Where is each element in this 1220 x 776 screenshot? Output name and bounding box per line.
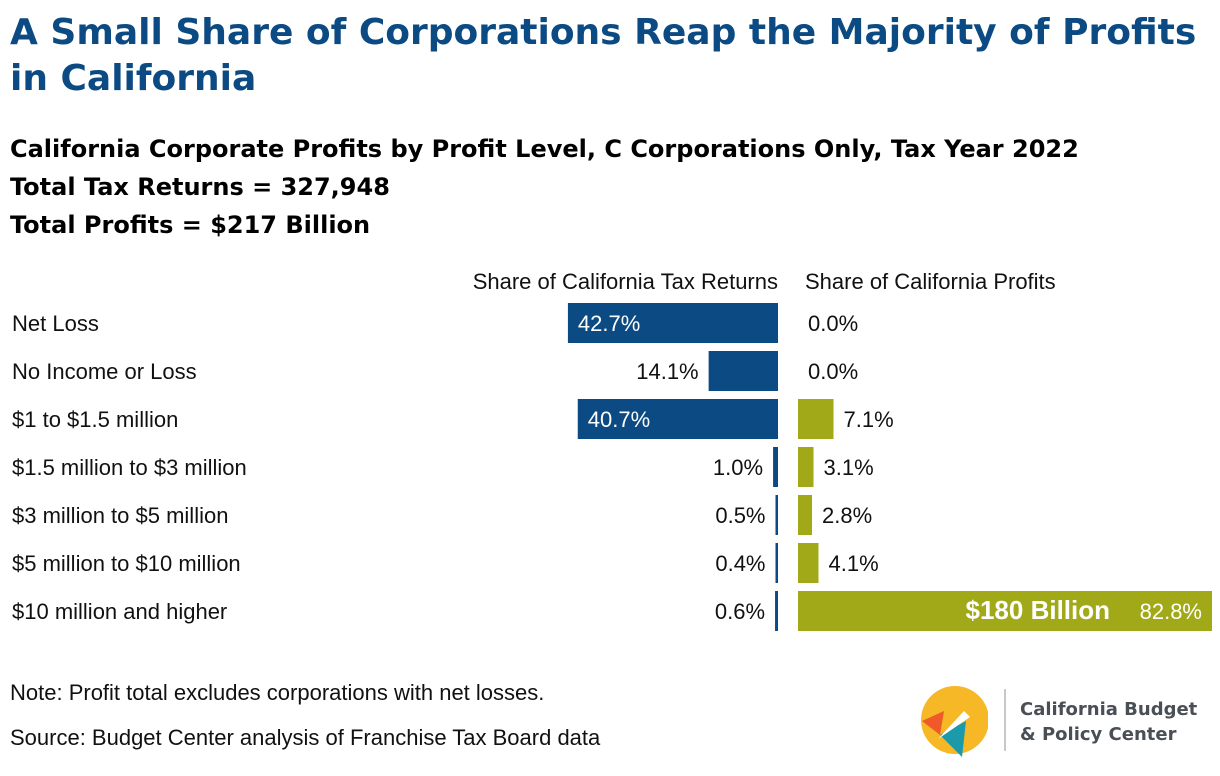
returns-value-label: 0.5% <box>715 503 765 528</box>
logo-mark-icon <box>921 686 988 757</box>
profits-annotation: $180 Billion <box>966 595 1111 625</box>
logo-divider <box>1004 689 1006 751</box>
returns-value-label: 0.6% <box>715 599 765 624</box>
profits-value-label: 0.0% <box>808 311 858 336</box>
chart-title: A Small Share of Corporations Reap the M… <box>10 12 1197 99</box>
profits-value-label: 0.0% <box>808 359 858 384</box>
profits-value-label: 2.8% <box>822 503 872 528</box>
category-label: $10 million and higher <box>12 599 227 624</box>
profits-bar <box>798 447 814 487</box>
returns-value-label: 40.7% <box>588 407 650 432</box>
returns-value-label: 0.4% <box>715 551 765 576</box>
profits-bar <box>798 591 1212 631</box>
profits-bar <box>798 399 834 439</box>
chart-note: Note: Profit total excludes corporations… <box>10 680 545 705</box>
logo-line-1: California Budget <box>1020 699 1198 720</box>
logo-text: California Budget & Policy Center <box>1020 697 1197 747</box>
returns-value-label: 1.0% <box>713 455 763 480</box>
total-profits: Total Profits = $217 Billion <box>10 211 371 239</box>
category-label: $1 to $1.5 million <box>12 407 178 432</box>
profits-value-label: 3.1% <box>824 455 874 480</box>
profits-column-header: Share of California Profits <box>805 269 1056 294</box>
chart-source: Source: Budget Center analysis of Franch… <box>10 725 601 750</box>
returns-bar <box>775 495 778 535</box>
category-label: $3 million to $5 million <box>12 503 228 528</box>
category-label: $5 million to $10 million <box>12 551 241 576</box>
returns-bar <box>708 351 778 391</box>
budget-center-logo: California Budget & Policy Center <box>918 683 1218 763</box>
category-label: $1.5 million to $3 million <box>12 455 247 480</box>
returns-value-label: 42.7% <box>578 311 640 336</box>
logo-line-2: & Policy Center <box>1020 724 1177 745</box>
returns-column-header: Share of California Tax Returns <box>473 269 778 294</box>
profits-value-label: 7.1% <box>844 407 894 432</box>
category-label: Net Loss <box>12 311 99 336</box>
profits-bar <box>798 543 819 583</box>
profits-value-label: 4.1% <box>829 551 879 576</box>
returns-bar <box>577 399 778 439</box>
returns-value-label: 14.1% <box>636 359 698 384</box>
category-label: No Income or Loss <box>12 359 197 384</box>
returns-bar <box>773 447 778 487</box>
returns-bar <box>775 591 778 631</box>
profits-value-label: 82.8% <box>1140 599 1202 624</box>
profits-bar <box>798 495 812 535</box>
returns-bar <box>775 543 778 583</box>
returns-bar <box>567 303 778 343</box>
chart-subtitle: California Corporate Profits by Profit L… <box>10 135 1079 163</box>
total-returns: Total Tax Returns = 327,948 <box>10 173 390 201</box>
diverging-bar-chart: Share of California Tax Returns Share of … <box>12 269 1212 631</box>
